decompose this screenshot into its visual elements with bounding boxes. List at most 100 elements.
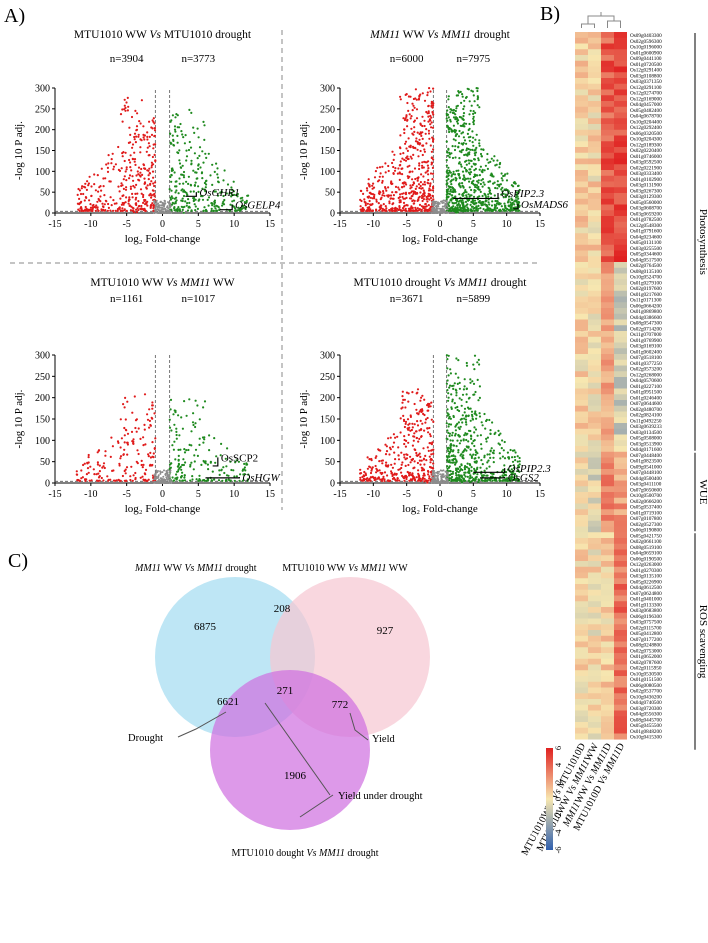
up-gene-point — [181, 471, 184, 474]
up-gene-point — [451, 472, 454, 475]
down-gene-point — [359, 476, 362, 479]
heatmap-cell — [575, 647, 588, 654]
heatmap-cell — [575, 331, 588, 338]
heatmap-cell — [601, 635, 614, 642]
up-gene-point — [180, 130, 183, 133]
up-gene-point — [203, 400, 207, 403]
down-gene-point — [398, 146, 402, 149]
heatmap-cell — [575, 124, 588, 131]
up-gene-point — [178, 159, 181, 162]
down-gene-point — [78, 197, 81, 200]
down-gene-point — [97, 476, 101, 479]
heatmap-cell — [614, 239, 627, 246]
up-gene-point — [454, 455, 457, 458]
x-tick-label: -10 — [84, 489, 97, 500]
heatmap-cell — [601, 722, 614, 729]
up-gene-point — [517, 464, 520, 467]
down-gene-point — [373, 176, 377, 179]
down-gene-point — [111, 445, 114, 448]
heatmap-cell — [575, 549, 588, 556]
up-gene-point — [462, 136, 465, 139]
down-gene-point — [123, 175, 126, 178]
heatmap-cell — [601, 515, 614, 522]
heatmap-group-label: Photosynthesis — [697, 209, 708, 275]
y-tick-label: 0 — [45, 479, 50, 490]
heatmap-cell — [575, 727, 588, 734]
down-gene-point — [107, 154, 110, 157]
up-gene-point — [500, 447, 503, 450]
up-gene-point — [467, 171, 470, 174]
down-gene-point — [123, 448, 126, 451]
up-gene-point — [513, 203, 516, 206]
down-gene-point — [404, 209, 407, 212]
heatmap-gene-label: Os02g0527300 — [630, 522, 662, 528]
down-gene-point — [415, 451, 418, 455]
panel-c-label: C) — [8, 550, 28, 572]
down-gene-point — [426, 409, 429, 412]
down-gene-point — [421, 183, 425, 186]
heatmap-cell — [575, 262, 588, 269]
heatmap-cell — [575, 354, 588, 361]
heatmap-cell — [588, 187, 601, 194]
down-gene-point — [112, 168, 115, 171]
ns-gene-point — [436, 472, 439, 475]
ns-gene-point — [441, 469, 444, 472]
ns-gene-point — [159, 201, 162, 204]
heatmap-cell — [614, 469, 627, 476]
up-gene-point — [480, 148, 483, 151]
heatmap-cell — [588, 325, 601, 332]
up-gene-point — [472, 117, 475, 120]
heatmap-cell — [588, 78, 601, 85]
heatmap-cell — [601, 152, 614, 159]
ns-gene-point — [164, 481, 167, 484]
down-gene-point — [427, 209, 430, 212]
up-gene-point — [457, 451, 460, 454]
down-gene-point — [412, 209, 415, 212]
up-gene-point — [460, 474, 463, 477]
down-gene-point — [421, 153, 424, 157]
y-tick-label: 50 — [325, 188, 335, 199]
up-gene-point — [476, 466, 479, 469]
down-gene-point — [121, 474, 124, 478]
venn-label-mm11-drought-part: MM11 — [196, 563, 223, 574]
up-gene-point — [456, 200, 459, 203]
up-gene-point — [218, 469, 221, 472]
heatmap-gene-label: Os03g0659200 — [630, 211, 662, 217]
down-gene-point — [137, 166, 141, 169]
heatmap-cell — [614, 66, 627, 73]
up-gene-point — [499, 209, 502, 212]
up-gene-point — [200, 172, 203, 175]
up-gene-point — [197, 164, 200, 167]
up-gene-point — [221, 204, 224, 207]
up-gene-point — [509, 201, 512, 204]
down-gene-point — [150, 161, 153, 164]
down-gene-point — [100, 167, 103, 170]
up-gene-point — [481, 178, 484, 181]
up-gene-point — [470, 194, 473, 197]
heatmap-gene-label: Os10g0204300 — [630, 137, 662, 143]
up-gene-point — [515, 196, 518, 199]
down-gene-point — [142, 193, 145, 197]
heatmap-cell — [575, 474, 588, 481]
heatmap-cell — [601, 66, 614, 73]
up-gene-point — [174, 411, 177, 414]
up-gene-point — [449, 439, 452, 442]
down-gene-point — [420, 459, 423, 462]
up-gene-point — [210, 207, 213, 210]
heatmap-gene-label: Os02g0221900 — [630, 165, 662, 171]
up-gene-point — [196, 157, 199, 160]
down-gene-point — [119, 457, 122, 460]
heatmap-cell — [588, 641, 601, 648]
up-gene-point — [456, 122, 459, 125]
down-gene-point — [130, 430, 134, 433]
down-gene-point — [410, 197, 413, 200]
up-gene-point — [468, 139, 471, 142]
up-gene-point — [455, 107, 458, 110]
down-gene-point — [399, 193, 402, 196]
down-gene-point — [83, 199, 86, 202]
down-gene-point — [417, 472, 420, 475]
up-gene-point — [478, 415, 482, 418]
down-gene-point — [405, 477, 408, 481]
up-gene-point — [449, 111, 452, 114]
x-axis-label: log₂ Fold-change — [402, 503, 478, 515]
